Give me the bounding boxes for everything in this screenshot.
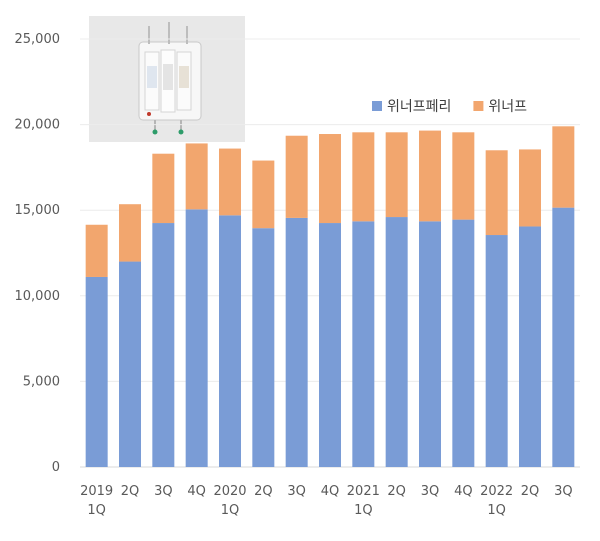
- bar-segment: [185, 143, 208, 210]
- bar-segment: [419, 130, 441, 222]
- bar-segment: [152, 223, 175, 467]
- x-tick-label: 2Q: [387, 484, 406, 499]
- x-tick-label: 3Q: [154, 484, 173, 499]
- bar-segment: [319, 134, 341, 224]
- legend-swatch: [473, 101, 484, 111]
- bar-segment: [552, 126, 575, 208]
- bar-segment: [85, 276, 108, 467]
- bar-segment: [185, 209, 208, 467]
- y-tick-label: 20,000: [15, 118, 61, 133]
- y-tick-label: 15,000: [15, 203, 61, 218]
- bar-segment: [352, 221, 375, 467]
- x-tick-label: 2020: [213, 484, 246, 499]
- x-tick-label: 1Q: [487, 503, 506, 518]
- x-tick-label: 3Q: [554, 484, 573, 499]
- bar-segment: [352, 132, 375, 222]
- x-tick-label: 4Q: [321, 484, 340, 499]
- y-tick-label: 10,000: [15, 289, 61, 304]
- x-tick-label: 1Q: [221, 503, 240, 518]
- legend-label: 위너프페리: [387, 99, 451, 115]
- x-tick-label: 2Q: [521, 484, 540, 499]
- bar-segment: [485, 235, 508, 467]
- x-tick-label: 3Q: [421, 484, 440, 499]
- bar-segment: [452, 132, 475, 220]
- x-tick-label: 2021: [347, 484, 380, 499]
- y-tick-label: 0: [52, 460, 60, 475]
- bar-segment: [452, 219, 475, 467]
- x-tick-label: 4Q: [454, 484, 473, 499]
- bar-segment: [519, 149, 541, 227]
- x-tick-label: 2Q: [254, 484, 273, 499]
- bar-segment: [385, 132, 408, 218]
- x-tick-label: 3Q: [287, 484, 306, 499]
- bar-segment: [319, 223, 341, 467]
- x-tick-label: 1Q: [354, 503, 373, 518]
- x-tick-label: 2022: [480, 484, 513, 499]
- legend-label: 위너프: [488, 99, 527, 115]
- bar-segment: [119, 204, 141, 262]
- bar-segment: [252, 160, 275, 229]
- bar-segment: [219, 215, 241, 467]
- bar-segment: [419, 221, 441, 467]
- bar-segment: [285, 135, 308, 218]
- bar-segment: [85, 224, 108, 277]
- x-tick-label: 2Q: [121, 484, 140, 499]
- x-tick-label: 2019: [80, 484, 113, 499]
- bar-segment: [385, 217, 408, 467]
- bar-segment: [152, 153, 175, 224]
- legend-swatch: [372, 101, 382, 111]
- y-tick-label: 5,000: [23, 374, 60, 389]
- bar-segment: [285, 217, 308, 467]
- x-tick-label: 4Q: [187, 484, 206, 499]
- bar-segment: [219, 148, 241, 216]
- y-tick-label: 25,000: [15, 32, 61, 47]
- bar-segment: [519, 226, 541, 467]
- bar-segment: [552, 207, 575, 467]
- bar-segment: [485, 150, 508, 236]
- bar-segment: [252, 228, 275, 467]
- x-tick-label: 1Q: [87, 503, 106, 518]
- product-photo: [89, 16, 245, 142]
- bar-segment: [119, 261, 141, 467]
